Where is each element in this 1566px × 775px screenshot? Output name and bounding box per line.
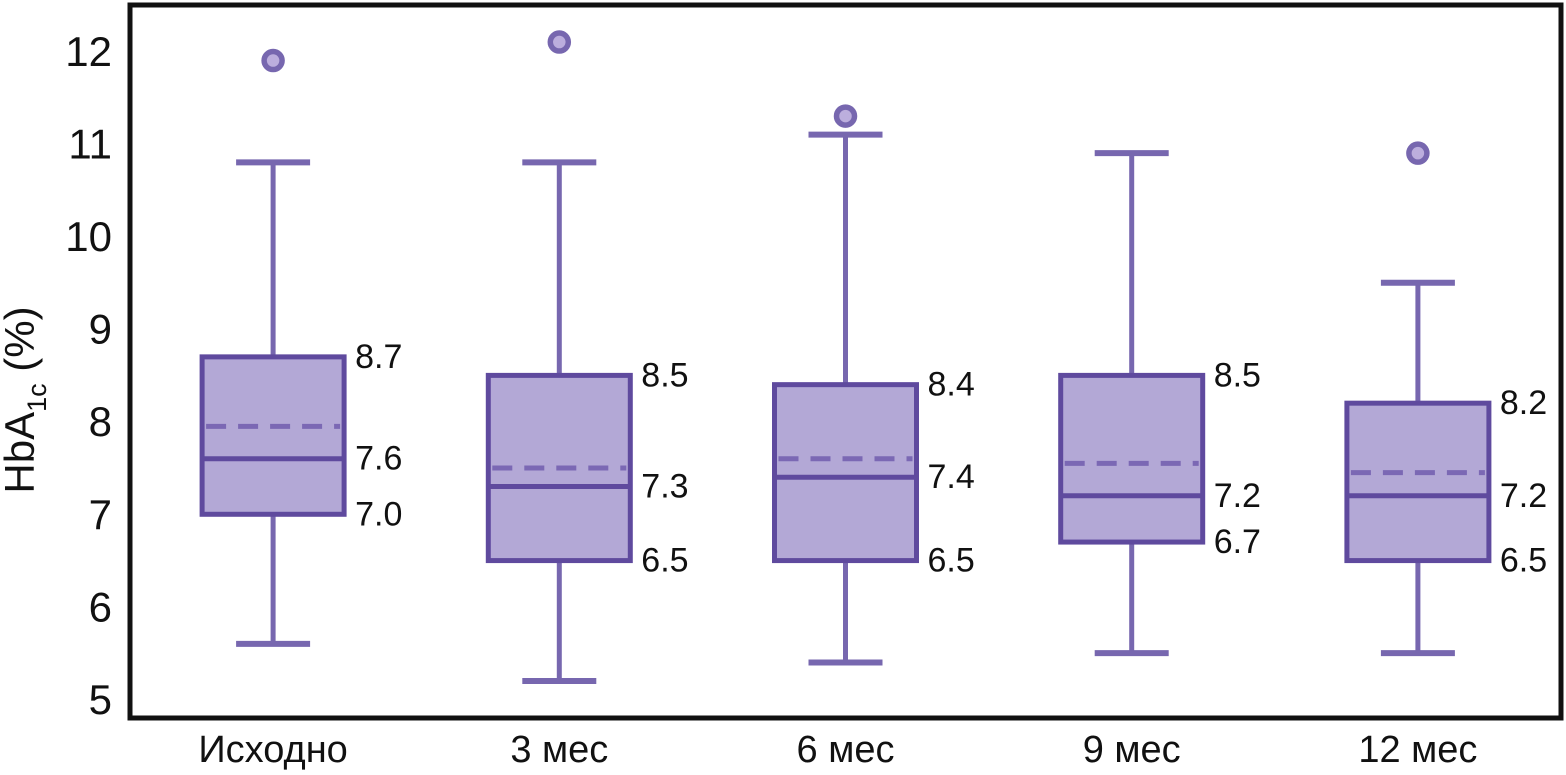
y-tick-label: 10 [65,213,112,260]
annotation-median: 7.4 [928,458,975,496]
y-tick-label: 11 [68,120,112,167]
annotation-median: 7.6 [355,440,402,478]
annotation-median: 7.3 [641,468,688,506]
box-iqr [199,354,347,517]
annotation-median: 7.2 [1500,477,1547,515]
plot-area: 5 6 7 8 9 10 11 12 8.7 7.6 7.0 Исходно 8.5 7.3 6.5 3 ме… [65,2,1564,771]
box-iqr [1058,372,1206,545]
annotation-q1: 6.5 [641,542,688,580]
y-tick-label: 9 [89,306,112,353]
outlier-point [1406,141,1430,165]
plot-frame [127,2,1564,721]
annotation-median: 7.2 [1214,477,1261,515]
y-tick-label: 12 [65,28,112,75]
y-tick-label: 8 [89,398,112,445]
annotation-q1: 6.7 [1214,523,1261,561]
x-category-label: Исходно [198,729,347,771]
annotation-q1: 7.0 [355,495,402,533]
annotation-q3: 8.5 [1214,356,1261,394]
box-iqr [1344,400,1492,564]
outlier-point [833,104,858,128]
outlier-point [547,30,572,54]
annotation-q1: 6.5 [928,542,975,580]
y-tick-label: 7 [89,491,112,538]
annotation-q1: 6.5 [1500,542,1547,580]
x-category-label: 3 мес [510,729,608,771]
annotation-q3: 8.7 [355,338,402,376]
outlier-point [261,48,285,73]
y-axis-title: HbA1c (%) [0,306,52,493]
y-tick-label: 6 [89,583,112,630]
annotation-q3: 8.2 [1500,384,1547,422]
annotation-q3: 8.4 [928,366,975,404]
y-axis-title-subscript: 1c [22,383,52,412]
box-iqr [772,382,919,564]
annotation-q3: 8.5 [641,356,688,394]
x-category-label: 12 мес [1358,729,1477,771]
x-category-label: 9 мес [1083,729,1181,771]
x-category-label: 6 мес [797,729,895,771]
y-tick-label: 5 [89,676,112,723]
